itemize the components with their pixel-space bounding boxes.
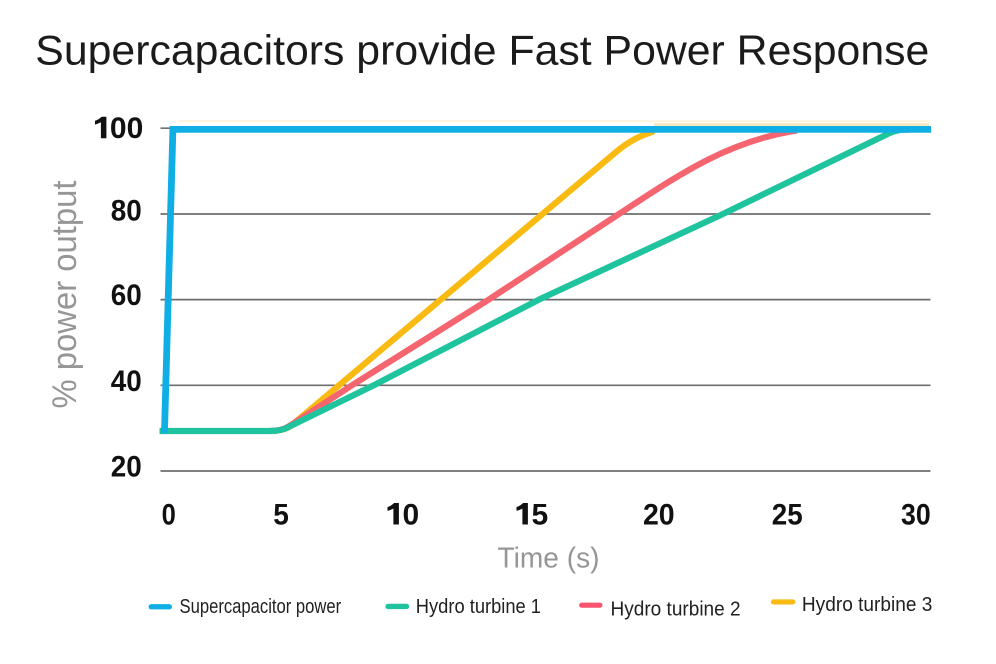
svg-text:25: 25 [772, 499, 803, 532]
svg-text:Supercapacitors provide Fast P: Supercapacitors provide Fast Power Respo… [35, 26, 929, 73]
svg-text:80: 80 [111, 195, 142, 228]
svg-text:Time (s): Time (s) [498, 542, 600, 574]
svg-text:20: 20 [643, 499, 675, 532]
svg-text:Hydro turbine 2: Hydro turbine 2 [611, 599, 741, 621]
svg-text:0: 0 [403, 499, 420, 532]
svg-text:5: 5 [273, 499, 289, 532]
svg-text:0: 0 [162, 499, 176, 532]
svg-text:% power output: % power output [46, 180, 84, 409]
svg-text:Supercapacitor power: Supercapacitor power [180, 596, 342, 618]
svg-text:5: 5 [532, 499, 549, 532]
svg-text:Hydro turbine 3: Hydro turbine 3 [802, 594, 933, 616]
svg-text:Hydro turbine 1: Hydro turbine 1 [416, 596, 541, 618]
svg-text:20: 20 [111, 450, 142, 483]
svg-text:60: 60 [111, 279, 142, 312]
svg-text:00: 00 [110, 112, 143, 145]
svg-text:30: 30 [901, 499, 931, 532]
svg-text:40: 40 [111, 365, 142, 398]
